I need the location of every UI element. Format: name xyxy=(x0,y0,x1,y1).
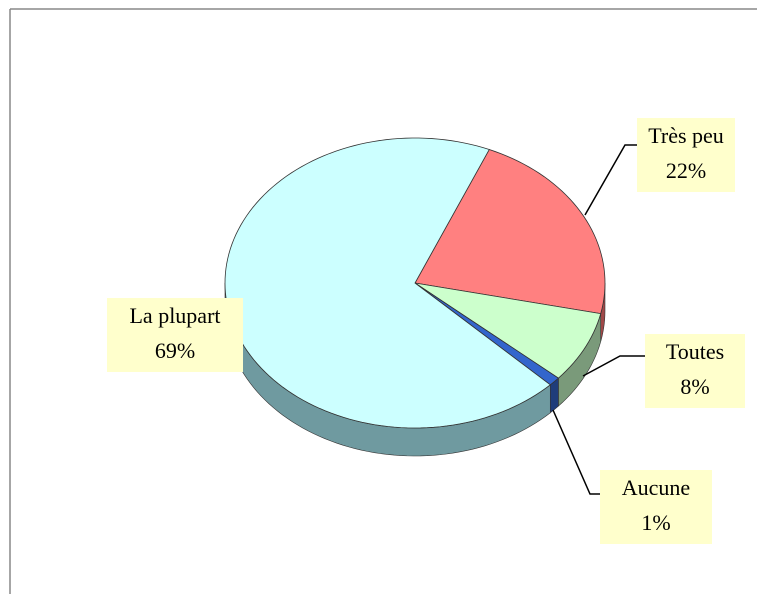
category-label: La plupart xyxy=(129,303,220,328)
value-label: 1% xyxy=(641,510,670,535)
value-label: 22% xyxy=(666,158,706,183)
leader-line xyxy=(582,355,645,377)
label-box xyxy=(107,298,243,372)
label-box xyxy=(645,334,745,408)
category-label: Aucune xyxy=(622,475,690,500)
leader-line xyxy=(552,409,600,495)
leader-line xyxy=(584,144,637,216)
pie-slice xyxy=(414,282,602,379)
category-label: Toutes xyxy=(666,339,724,364)
label-box xyxy=(600,470,712,544)
label-box xyxy=(637,118,735,192)
value-label: 69% xyxy=(155,338,195,363)
category-label: Très peu xyxy=(648,123,724,148)
value-label: 8% xyxy=(680,374,709,399)
pie-slice xyxy=(414,149,606,315)
